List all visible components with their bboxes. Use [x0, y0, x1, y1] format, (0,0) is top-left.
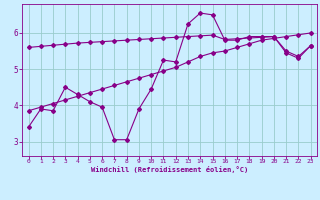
X-axis label: Windchill (Refroidissement éolien,°C): Windchill (Refroidissement éolien,°C): [91, 166, 248, 173]
